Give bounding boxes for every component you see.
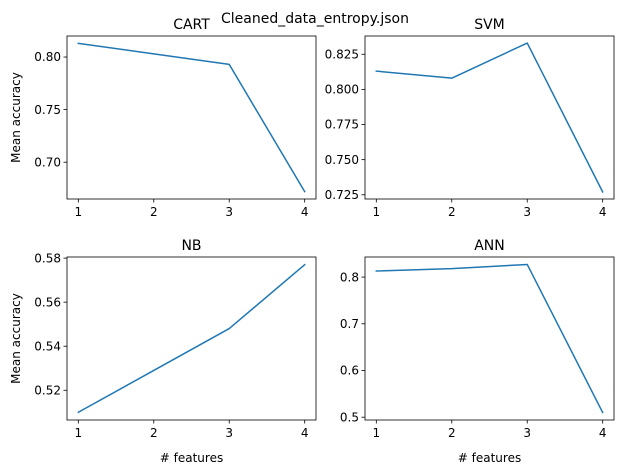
x-tick-label-svm-0: 1 [372, 205, 380, 219]
x-tick-label-nb-0: 1 [74, 426, 82, 440]
x-tick-label-nb-1: 2 [150, 426, 158, 440]
series-line-svm [375, 42, 604, 193]
y-axis-label-nb: Mean accuracy [9, 293, 23, 384]
axes-frame-cart [66, 35, 317, 200]
x-tick-label-ann-0: 1 [372, 426, 380, 440]
subplot-title-svm: SVM [474, 17, 505, 33]
y-tick-label-nb-0: 0.52 [34, 383, 61, 397]
x-tick-label-cart-1: 2 [150, 205, 158, 219]
y-tick-label-nb-2: 0.56 [34, 295, 61, 309]
axes-frame-svm [364, 35, 615, 200]
y-tick-label-cart-0: 0.70 [34, 155, 61, 169]
y-tick-label-svm-0: 0.725 [325, 188, 359, 202]
x-tick-label-svm-1: 2 [448, 205, 456, 219]
y-tick-label-nb-3: 0.58 [34, 251, 61, 265]
subplot-title-cart: CART [173, 17, 210, 33]
y-tick-label-cart-1: 0.75 [34, 103, 61, 117]
series-line-cart [77, 42, 306, 193]
series-line-nb [77, 263, 306, 414]
x-tick-label-ann-2: 3 [523, 426, 531, 440]
x-tick-label-svm-3: 4 [599, 205, 607, 219]
x-tick-label-cart-0: 1 [74, 205, 82, 219]
axes-frame-ann [364, 256, 615, 421]
y-tick-label-ann-0: 0.5 [340, 410, 359, 424]
subplot-ann: 1 2 3 4 0.5 0.6 0.7 0.8 ANN # features [340, 238, 615, 465]
x-tick-label-cart-3: 4 [301, 205, 309, 219]
x-tick-label-ann-3: 4 [599, 426, 607, 440]
y-tick-label-cart-2: 0.80 [34, 50, 61, 64]
y-tick-label-ann-1: 0.6 [340, 364, 359, 378]
y-tick-label-svm-4: 0.825 [325, 47, 359, 61]
x-tick-label-ann-1: 2 [448, 426, 456, 440]
subplot-title-nb: NB [181, 238, 201, 254]
y-axis-label-cart: Mean accuracy [9, 72, 23, 163]
subplot-title-ann: ANN [474, 238, 505, 254]
series-line-ann [375, 263, 604, 414]
y-tick-label-nb-1: 0.54 [34, 339, 61, 353]
figure-title: Cleaned_data_entropy.json [221, 11, 409, 27]
x-axis-label-ann: # features [458, 451, 521, 465]
subplot-cart: 1 2 3 4 0.70 0.75 0.80 CART Mean accuracy [9, 17, 317, 219]
axes-frame-nb [66, 256, 317, 421]
x-tick-label-svm-2: 3 [523, 205, 531, 219]
y-tick-label-svm-1: 0.750 [325, 153, 359, 167]
x-axis-label-nb: # features [160, 451, 223, 465]
y-tick-label-svm-3: 0.800 [325, 83, 359, 97]
subplot-svm: 1 2 3 4 0.725 0.750 0.775 0.800 0.825 SVM [325, 17, 615, 219]
x-tick-label-cart-2: 3 [225, 205, 233, 219]
subplot-nb: 1 2 3 4 0.52 0.54 0.56 0.58 NB # features Mean acc… [9, 238, 317, 465]
x-tick-label-nb-2: 3 [225, 426, 233, 440]
x-tick-label-nb-3: 4 [301, 426, 309, 440]
y-tick-label-svm-2: 0.775 [325, 118, 359, 132]
y-tick-label-ann-2: 0.7 [340, 317, 359, 331]
subplots: 1 2 3 4 0.70 0.75 0.80 CART Mean accuracy 1 2 3 4 0.7… [9, 17, 615, 465]
y-tick-label-ann-3: 0.8 [340, 270, 359, 284]
